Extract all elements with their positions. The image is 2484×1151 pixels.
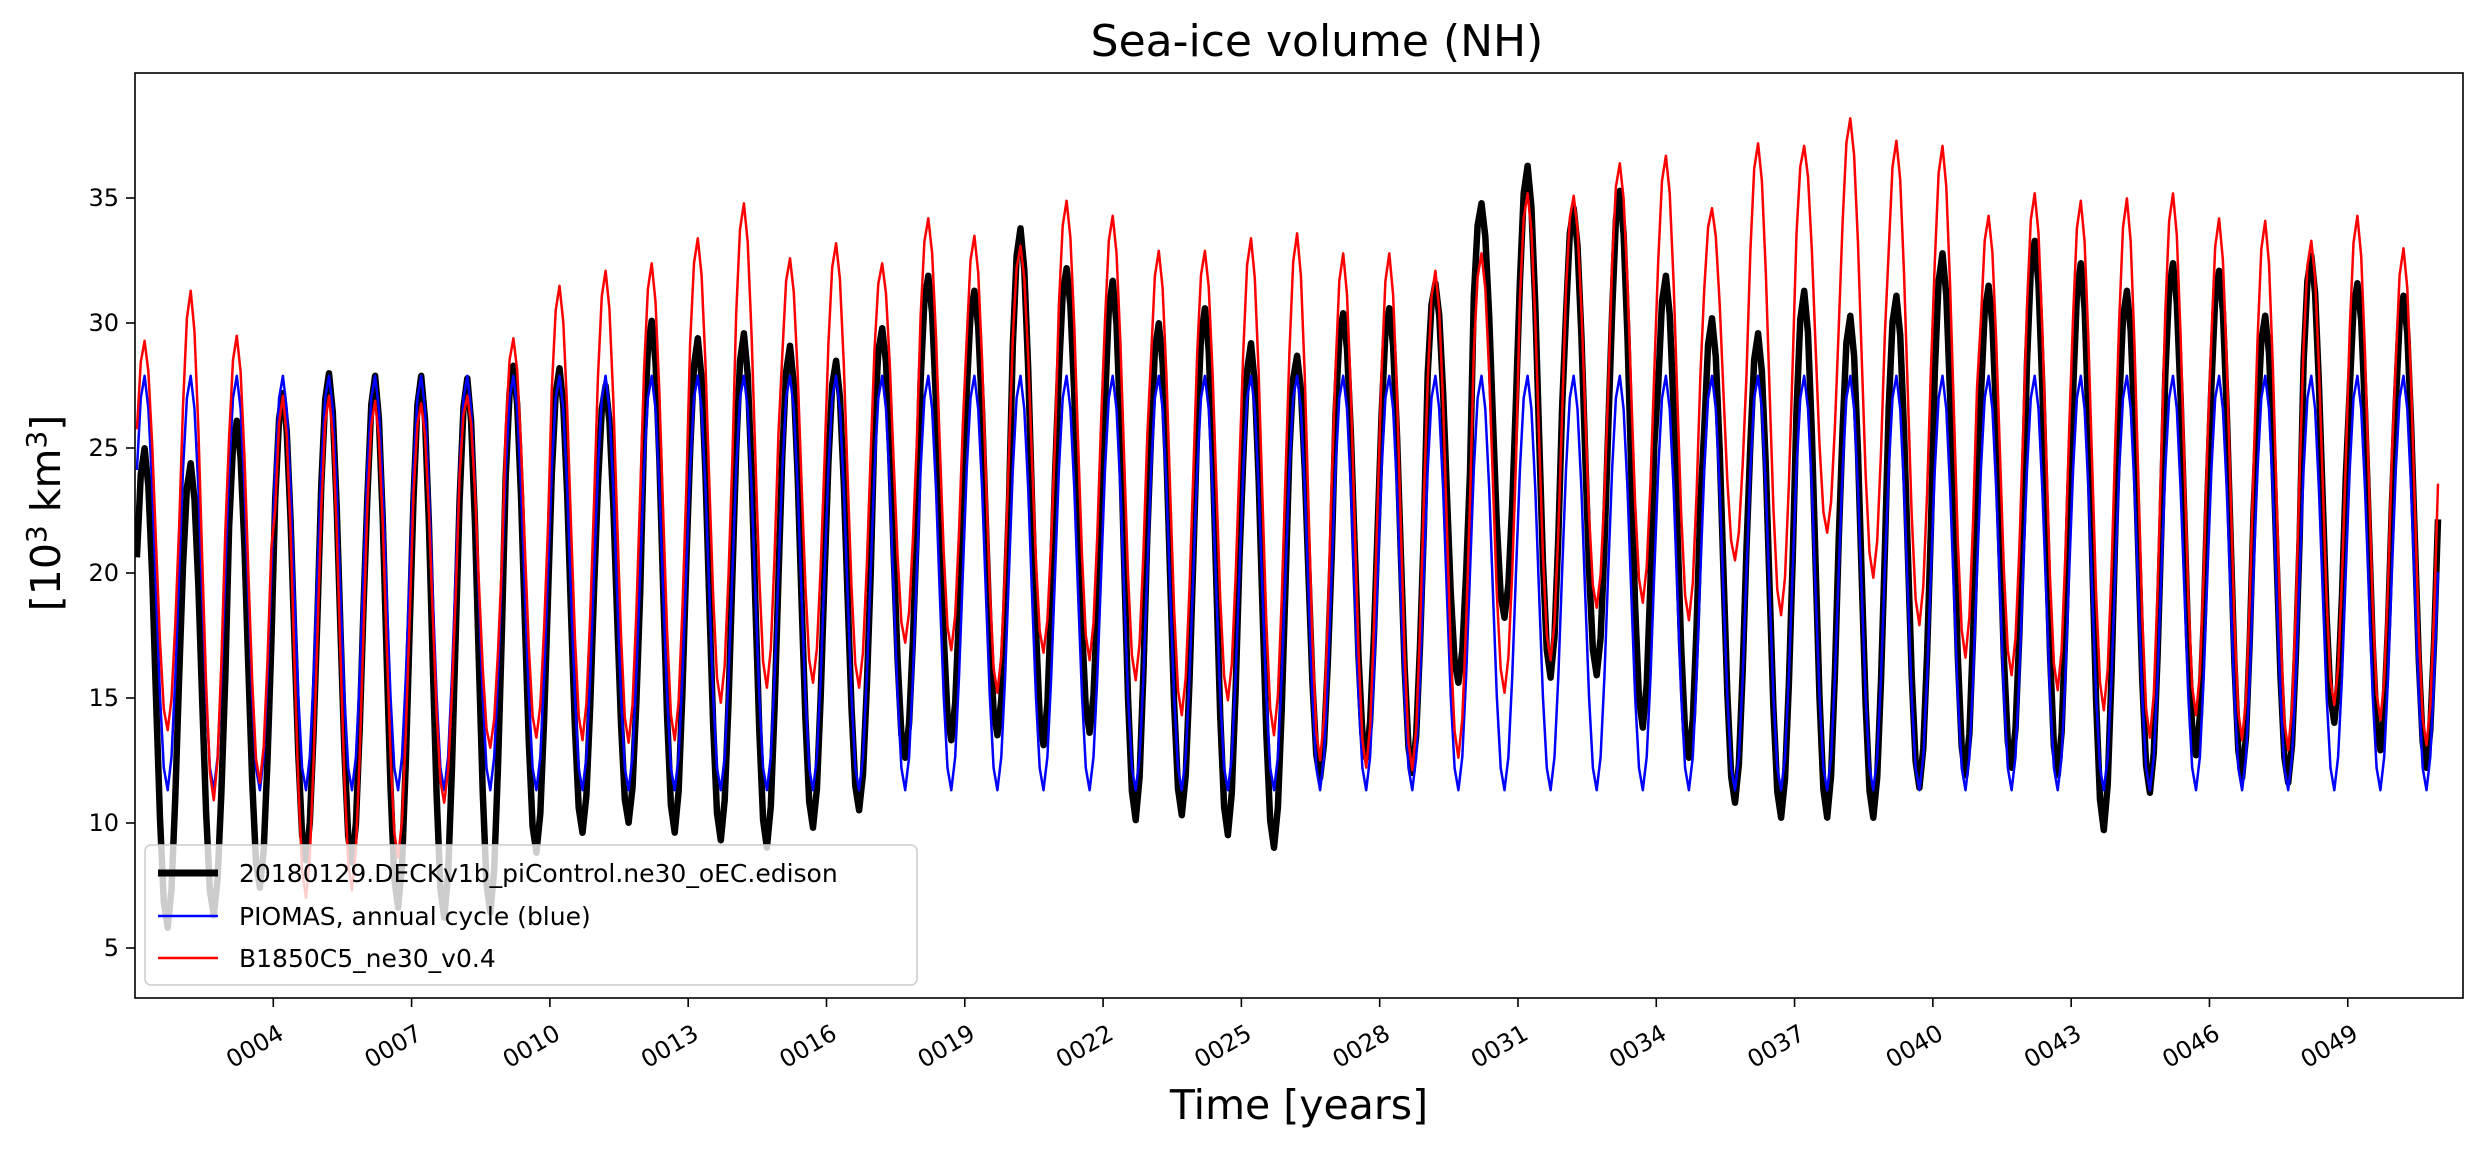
y-tick-label: 10	[88, 809, 119, 837]
y-axis-label-open: [10	[22, 543, 70, 611]
series-line-b1850	[135, 117, 2440, 899]
y-axis-label-unit: km	[22, 449, 70, 526]
plot-frame	[134, 72, 2464, 999]
chart-title: Sea-ice volume (NH)	[1091, 16, 1544, 67]
plot-area	[134, 72, 2464, 999]
y-tick-label: 30	[88, 309, 119, 337]
legend-label-piomas: PIOMAS, annual cycle (blue)	[239, 902, 591, 931]
legend-label-piControl: 20180129.DECKv1b_piControl.ne30_oEC.edis…	[239, 859, 838, 888]
legend: 20180129.DECKv1b_piControl.ne30_oEC.edis…	[144, 844, 918, 986]
y-axis-label-exp2: 3	[20, 431, 53, 449]
y-tick-label: 35	[88, 184, 119, 212]
legend-box	[144, 844, 918, 986]
legend-label-b1850: B1850C5_ne30_v0.4	[239, 944, 496, 973]
y-tick-label: 5	[104, 934, 119, 962]
y-tick-label: 15	[88, 684, 119, 712]
y-axis-label-exp1: 3	[20, 525, 53, 543]
series-line-piomas	[135, 374, 2440, 792]
y-tick-label: 25	[88, 434, 119, 462]
series-layer	[135, 117, 2442, 931]
y-axis: 5 10 15 20 25 30 35	[88, 184, 135, 962]
y-axis-label: [103 km3]	[20, 415, 70, 612]
y-axis-label-close: ]	[22, 415, 70, 431]
y-tick-label: 20	[88, 559, 119, 587]
x-axis-label: Time [years]	[1169, 1081, 1428, 1129]
